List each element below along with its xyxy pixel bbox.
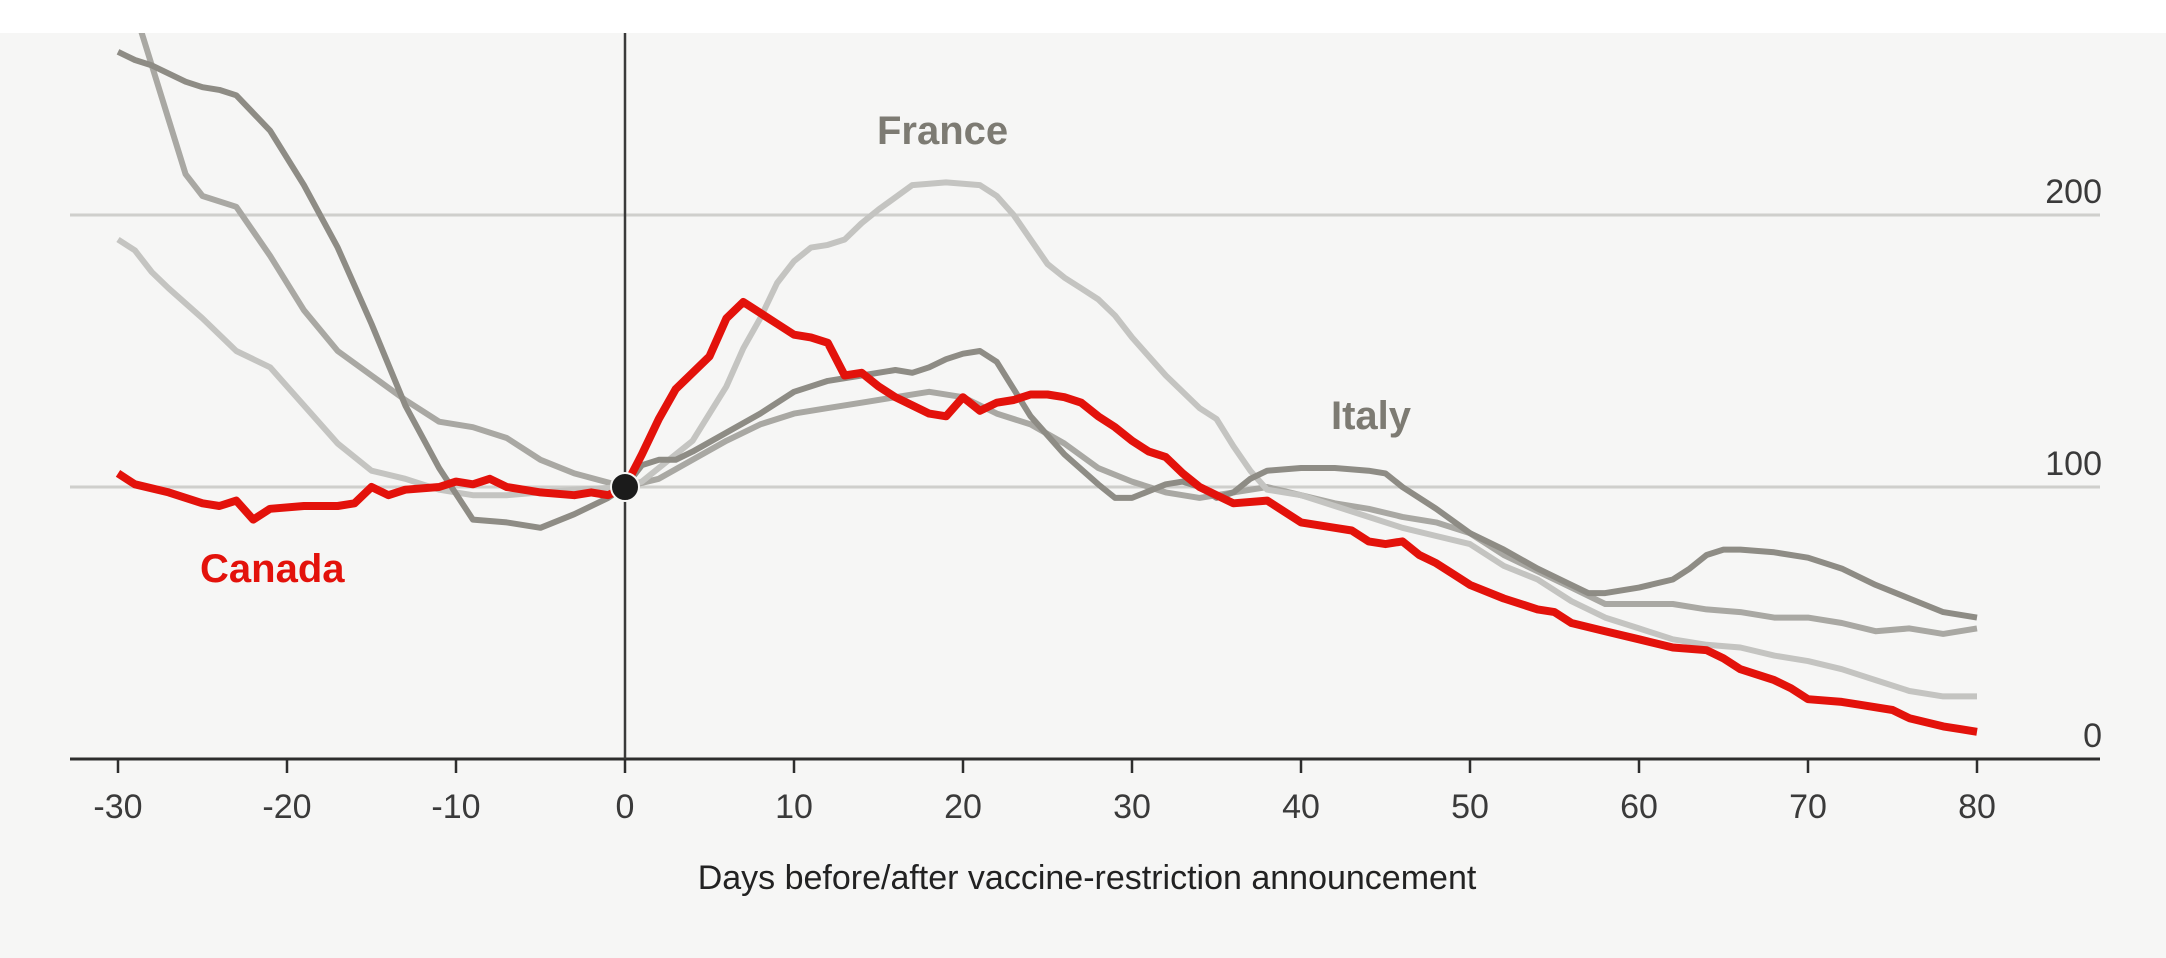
series-line-canada <box>115 298 1978 736</box>
x-tick-label: 50 <box>1451 788 1489 826</box>
y-tick-label: 100 <box>2045 445 2102 483</box>
chart-panel: 200 100 0 -30 -20 -10 0 10 20 30 40 50 60 70 80 Canad… <box>0 33 2166 958</box>
x-tick-label: 60 <box>1620 788 1658 826</box>
series-line-unlabeled <box>138 33 1978 637</box>
series-label-france: France <box>877 109 1008 153</box>
x-tick-label: 10 <box>775 788 813 826</box>
y-tick-label: 200 <box>2045 173 2102 211</box>
x-tick-label: 30 <box>1113 788 1151 826</box>
line-chart: 200 100 0 -30 -20 -10 0 10 20 30 40 50 60 70 80 Canad… <box>70 33 2102 897</box>
series-line-italy <box>116 49 1978 621</box>
x-tick-label: 80 <box>1958 788 1996 826</box>
y-tick-label: 0 <box>2083 717 2102 755</box>
index-point-marker <box>610 472 640 502</box>
x-tick-label: -20 <box>262 788 311 826</box>
x-tick-label: 0 <box>616 788 635 826</box>
x-tick-label: -30 <box>93 788 142 826</box>
x-axis-title: Days before/after vaccine-restriction an… <box>698 859 1477 897</box>
series-label-canada: Canada <box>200 547 345 591</box>
x-tick-label: 40 <box>1282 788 1320 826</box>
series-label-italy: Italy <box>1331 394 1412 438</box>
x-tick-label: -10 <box>431 788 480 826</box>
x-tick-label: 70 <box>1789 788 1827 826</box>
x-tick-label: 20 <box>944 788 982 826</box>
